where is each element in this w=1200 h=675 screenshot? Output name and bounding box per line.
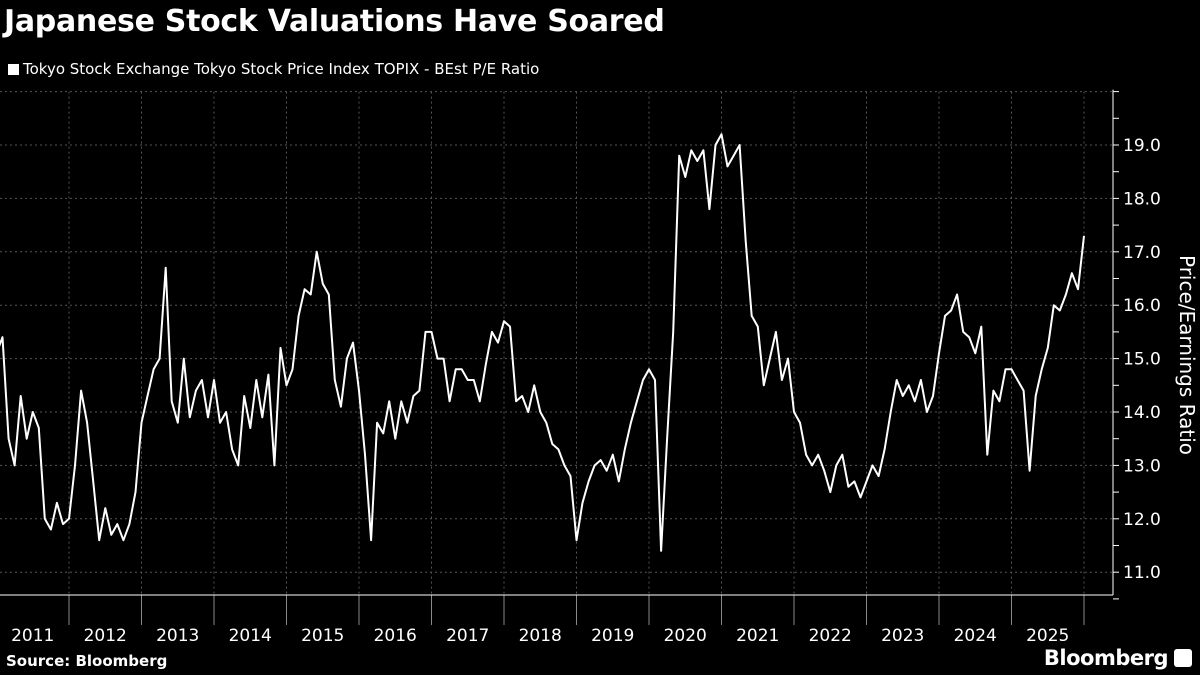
- x-tick-label: 2016: [374, 626, 417, 646]
- x-tick-label: 2019: [591, 626, 634, 646]
- x-tick-label: 2015: [301, 626, 344, 646]
- x-tick-label: 2012: [84, 626, 127, 646]
- series-line-topix-pe: [0, 133, 1085, 552]
- x-tick-label: 2025: [1026, 626, 1069, 646]
- x-tick-label: 2022: [809, 626, 852, 646]
- x-tick-label: 2023: [881, 626, 924, 646]
- y-tick-label: 15.0: [1123, 350, 1161, 370]
- legend: Tokyo Stock Exchange Tokyo Stock Price I…: [8, 60, 539, 78]
- x-tick-label: 2018: [519, 626, 562, 646]
- y-tick-label: 18.0: [1123, 189, 1161, 209]
- y-tick-label: 17.0: [1123, 243, 1161, 263]
- x-tick-label: 2020: [664, 626, 707, 646]
- chart-title: Japanese Stock Valuations Have Soared: [4, 4, 665, 39]
- x-tick-label: 2014: [229, 626, 272, 646]
- legend-label: Tokyo Stock Exchange Tokyo Stock Price I…: [23, 60, 540, 78]
- y-tick-label: 11.0: [1123, 563, 1161, 583]
- y-tick-label: 13.0: [1123, 456, 1161, 476]
- y-tick-label: 12.0: [1123, 510, 1161, 530]
- x-tick-label: 2017: [446, 626, 489, 646]
- y-tick-label: 14.0: [1123, 403, 1161, 423]
- source-note: Source: Bloomberg: [6, 652, 168, 670]
- x-tick-label: 2013: [156, 626, 199, 646]
- y-tick-label: 19.0: [1123, 136, 1161, 156]
- bloomberg-logo: Bloomberg: [1044, 646, 1192, 670]
- legend-swatch: [8, 63, 19, 75]
- y-tick-label: 16.0: [1123, 296, 1161, 316]
- brand-text: Bloomberg: [1043, 646, 1169, 670]
- x-tick-label: 2011: [11, 626, 54, 646]
- bloomberg-chart-icon: [1174, 649, 1192, 667]
- y-axis-title: Price/Earnings Ratio: [1175, 255, 1199, 455]
- x-tick-label: 2024: [954, 626, 997, 646]
- x-tick-label: 2021: [736, 626, 779, 646]
